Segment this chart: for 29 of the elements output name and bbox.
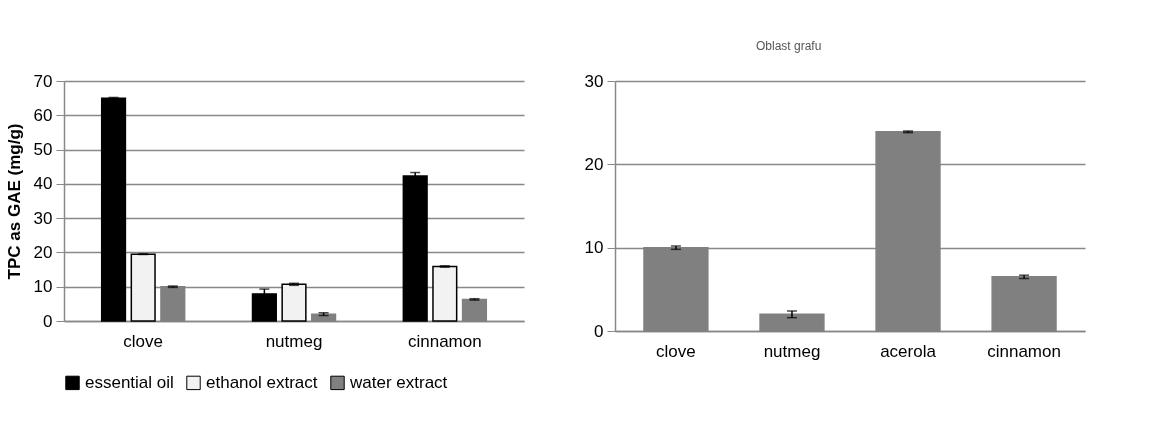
y-tick-label: 40 [33, 174, 53, 194]
bar [130, 253, 156, 322]
y-tick-label: 30 [584, 71, 604, 91]
x-tick-label: cinnamon [987, 341, 1061, 361]
y-axis-title: TPC as GAE (mg/g) [4, 123, 24, 280]
text: Oblast grafu [756, 39, 822, 53]
y-tick-label: 20 [584, 154, 604, 174]
x-tick-label: nutmeg [763, 341, 821, 361]
x-tick-label: clove [123, 331, 164, 351]
y-tick-label: 30 [33, 208, 53, 228]
y-tick-label: 0 [43, 311, 53, 331]
x-tick-label: cinnamon [407, 331, 482, 351]
y-tick-label: 70 [33, 71, 53, 91]
y-tick-label: 10 [33, 277, 53, 297]
x-tick-label: acerola [880, 341, 937, 361]
bar [251, 293, 277, 322]
bar [432, 265, 458, 322]
y-tick-label: 10 [584, 238, 604, 258]
bar [281, 283, 307, 322]
y-tick-label: 20 [33, 242, 53, 262]
y-tick-label: 50 [33, 140, 53, 160]
bar [100, 97, 127, 322]
legend-label: ethanol extract [206, 372, 318, 392]
y-tick-label: 0 [594, 321, 604, 341]
x-tick-label: nutmeg [265, 331, 323, 351]
y-tick-label: 60 [33, 105, 53, 125]
x-tick-label: clove [656, 341, 696, 361]
legend-label: water extract [349, 372, 448, 392]
legend-label: essential oil [85, 372, 174, 392]
